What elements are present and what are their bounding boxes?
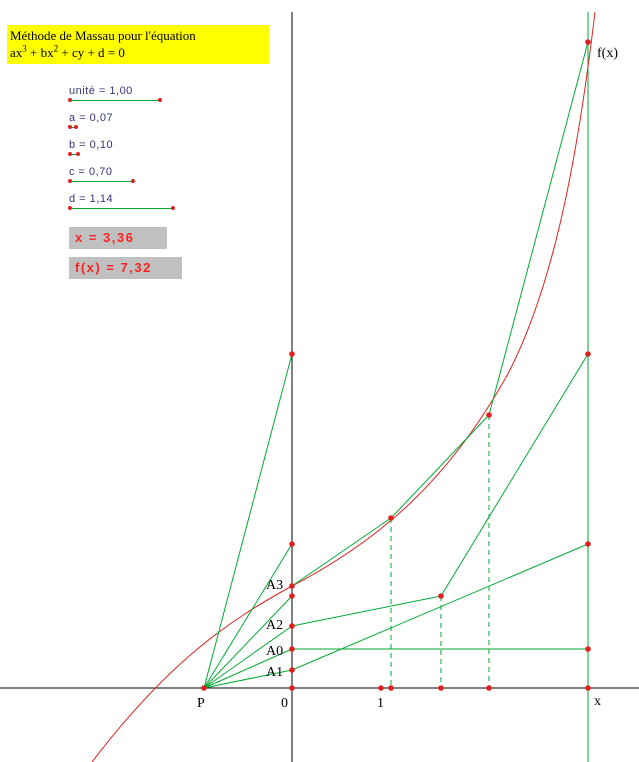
slider-b-label: b = 0,10 (69, 139, 114, 151)
slider-unite[interactable]: unité = 1,00 (68, 85, 162, 102)
unit-label: 1 (377, 696, 384, 711)
title-line-1: Méthode de Massau pour l'équation (10, 28, 196, 43)
slider-a-label: a = 0,07 (69, 112, 114, 124)
a3-label: A3 (266, 578, 283, 593)
slider-c-label: c = 0,70 (69, 166, 113, 178)
slider-a-track[interactable] (69, 127, 77, 128)
construction-lines (203, 41, 589, 689)
slider-d-label: d = 1,14 (69, 193, 114, 205)
fx-label: f(x) (597, 46, 618, 61)
origin-label: 0 (281, 696, 288, 711)
slider-c-track[interactable] (69, 181, 134, 182)
slider-d[interactable]: d = 1,14 (68, 193, 175, 210)
a1-label: A1 (266, 665, 283, 680)
x-result-box: x = 3,36 (69, 227, 167, 249)
slider-a-handle[interactable] (74, 125, 78, 129)
a0-label: A0 (266, 644, 283, 659)
slider-unite-track[interactable] (69, 100, 161, 101)
slider-c-start-handle[interactable] (68, 179, 72, 183)
slider-a-start-handle[interactable] (68, 125, 72, 129)
title-box: Méthode de Massau pour l'équation ax3 + … (7, 25, 269, 64)
x-label: x (594, 694, 601, 709)
slider-b-handle[interactable] (76, 152, 80, 156)
slider-d-start-handle[interactable] (68, 206, 72, 210)
title-line-2: ax3 + bx2 + cy + d = 0 (10, 43, 125, 60)
slider-c-handle[interactable] (131, 179, 135, 183)
slider-b-track[interactable] (69, 154, 79, 155)
slider-d-handle[interactable] (171, 206, 175, 210)
slider-b[interactable]: b = 0,10 (68, 139, 114, 156)
slider-b-start-handle[interactable] (68, 152, 72, 156)
slider-unite-label: unité = 1,00 (69, 85, 133, 97)
construction-points (201, 39, 591, 691)
a2-label: A2 (266, 618, 283, 633)
fx-result-box: f(x) = 7,32 (69, 257, 182, 279)
p-label: P (197, 696, 205, 711)
slider-unite-handle[interactable] (158, 98, 162, 102)
curve-fx (91, 11, 596, 762)
slider-unite-start-handle[interactable] (68, 98, 72, 102)
dashed-verticals (390, 415, 490, 688)
slider-d-track[interactable] (69, 208, 174, 209)
slider-c[interactable]: c = 0,70 (68, 166, 135, 183)
slider-a[interactable]: a = 0,07 (68, 112, 114, 129)
